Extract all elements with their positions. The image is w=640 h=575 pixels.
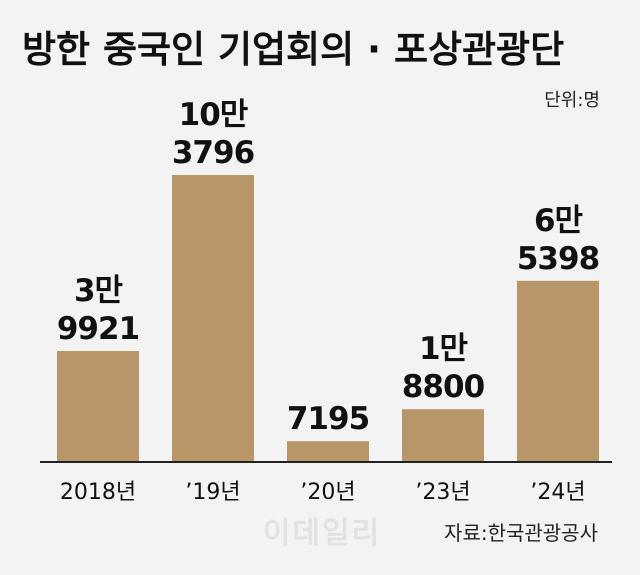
x-tick-2: ’20년 <box>300 480 355 505</box>
value-label-man-0: 3만 <box>74 273 123 309</box>
bar-0 <box>57 351 139 461</box>
chart-title: 방한 중국인 기업회의 · 포상관광단 <box>22 28 564 71</box>
bar-3 <box>402 409 484 461</box>
x-tick-0: 2018년 <box>60 480 136 505</box>
bar-2 <box>287 441 369 461</box>
watermark: 이데일리 <box>263 516 381 551</box>
source-label: 자료:한국관광공사 <box>444 521 598 545</box>
bar-1 <box>172 175 254 461</box>
x-axis-ticks: 2018년 ’19년 ’20년 ’23년 ’24년 <box>60 480 586 505</box>
x-tick-3: ’23년 <box>415 480 470 505</box>
value-label-man-4: 6만 <box>534 203 583 239</box>
unit-label: 단위:명 <box>544 90 600 111</box>
value-label-man-1: 10만 <box>179 97 248 133</box>
value-label-3: 8800 <box>402 369 485 405</box>
bar-4 <box>517 280 599 461</box>
value-label-man-3: 1만 <box>419 331 468 367</box>
x-tick-4: ’24년 <box>530 480 585 505</box>
value-label-4: 5398 <box>517 241 599 277</box>
bars <box>57 175 599 461</box>
value-label-2: 7195 <box>287 401 369 437</box>
x-tick-1: ’19년 <box>185 480 240 505</box>
value-label-0: 9921 <box>57 311 139 347</box>
value-label-1: 3796 <box>172 135 254 171</box>
